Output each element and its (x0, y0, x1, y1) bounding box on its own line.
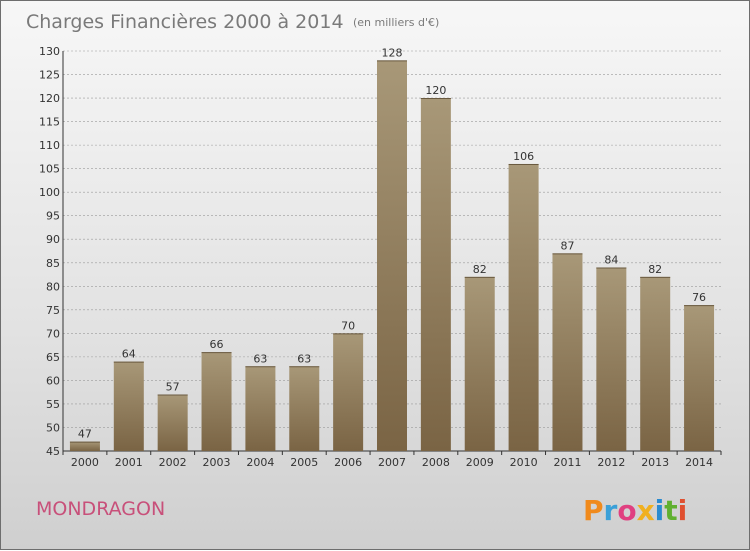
data-label-2014: 76 (692, 291, 706, 304)
y-tick-label: 65 (46, 351, 60, 364)
y-tick-label: 45 (46, 445, 60, 458)
x-tick-label: 2003 (203, 456, 231, 469)
x-tick-label: 2008 (422, 456, 450, 469)
data-label-2005: 63 (297, 352, 311, 365)
y-tick-label: 80 (46, 280, 60, 293)
bar-2009 (464, 276, 495, 451)
x-tick-label: 2009 (466, 456, 494, 469)
data-label-2001: 64 (122, 348, 136, 361)
y-tick-label: 55 (46, 398, 60, 411)
data-label-2003: 66 (210, 338, 224, 351)
logo-letter: t (664, 494, 677, 527)
y-tick-label: 115 (39, 116, 60, 129)
x-tick-label: 2002 (159, 456, 187, 469)
bar-2000 (69, 441, 100, 451)
x-tick-label: 2001 (115, 456, 143, 469)
y-tick-label: 95 (46, 210, 60, 223)
bar-2002 (157, 394, 188, 451)
bar-2006 (333, 333, 364, 451)
y-tick-label: 130 (39, 45, 60, 58)
bar-2004 (245, 366, 276, 451)
data-label-2011: 87 (560, 239, 574, 252)
bar-2010 (508, 163, 539, 452)
logo-letter: r (604, 494, 618, 527)
y-tick-label: 50 (46, 421, 60, 434)
data-label-2006: 70 (341, 319, 355, 332)
bar-2007 (377, 60, 407, 451)
x-tick-label: 2006 (334, 456, 362, 469)
y-tick-label: 85 (46, 257, 60, 270)
logo-letter: i (655, 494, 665, 527)
bar-2008 (420, 98, 451, 451)
bar-2003 (201, 352, 232, 451)
data-label-2012: 84 (604, 253, 618, 266)
x-tick-label: 2013 (641, 456, 669, 469)
data-label-2008: 120 (425, 84, 446, 97)
logo-letter: P (583, 494, 604, 527)
x-tick-label: 2014 (685, 456, 713, 469)
plot-area: 45 50 55 60 65 70 75 80 85 90 95 100 105 110 115 120 125… (39, 45, 722, 469)
bar-2014 (684, 305, 715, 451)
x-tick-label: 2012 (597, 456, 625, 469)
chart-title: Charges Financières 2000 à 2014 (26, 11, 344, 33)
logo-letter: x (637, 494, 655, 527)
bar-2013 (640, 276, 671, 451)
bar-2012 (596, 267, 627, 451)
data-label-2000: 47 (78, 428, 92, 441)
y-tick-label: 105 (39, 163, 60, 176)
data-label-2010: 106 (513, 150, 534, 163)
data-label-2007: 128 (382, 46, 403, 59)
bar-2005 (289, 366, 320, 451)
y-tick-label: 110 (39, 139, 60, 152)
bar-2011 (552, 253, 583, 451)
x-tick-label: 2000 (71, 456, 99, 469)
y-tick-label: 90 (46, 233, 60, 246)
data-label-2013: 82 (648, 263, 662, 276)
y-tick-label: 120 (39, 92, 60, 105)
y-tick-label: 75 (46, 304, 60, 317)
proxiti-logo: Proxiti (583, 494, 687, 527)
data-label-2004: 63 (253, 352, 267, 365)
x-tick-label: 2011 (553, 456, 581, 469)
chart-subtitle: (en milliers d'€) (353, 16, 439, 29)
x-tick-label: 2005 (290, 456, 318, 469)
y-tick-label: 70 (46, 327, 60, 340)
data-label-2002: 57 (166, 381, 180, 394)
logo-letter: i (678, 494, 688, 527)
logo-letter: o (617, 494, 636, 527)
x-tick-label: 2007 (378, 456, 406, 469)
data-label-2009: 82 (473, 263, 487, 276)
x-tick-label: 2004 (246, 456, 274, 469)
y-tick-label: 100 (39, 186, 60, 199)
bar-2001 (113, 361, 144, 451)
y-tick-label: 125 (39, 69, 60, 82)
place-name: MONDRAGON (36, 498, 165, 520)
y-tick-label: 60 (46, 374, 60, 387)
x-tick-label: 2010 (510, 456, 538, 469)
